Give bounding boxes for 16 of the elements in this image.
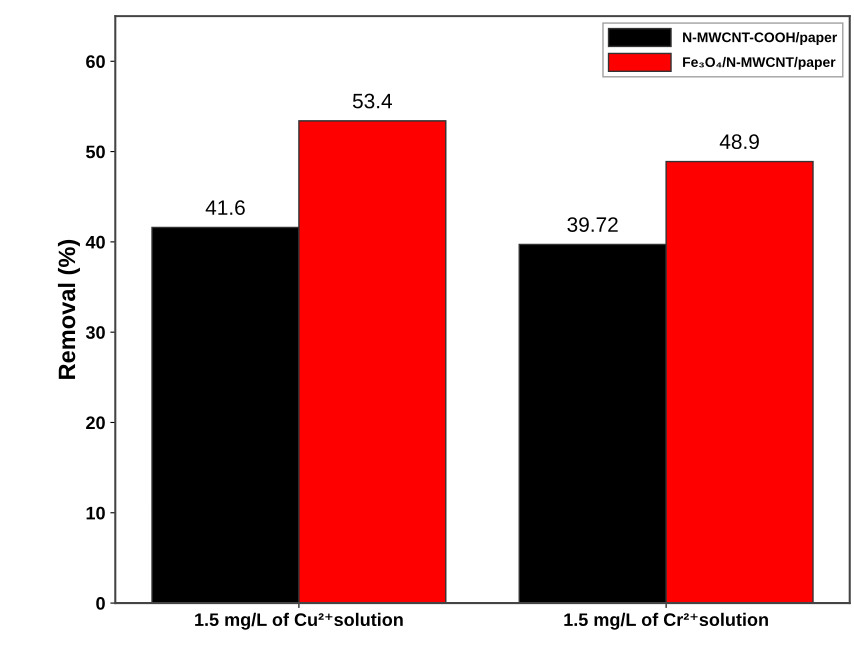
y-tick-label: 20 bbox=[86, 416, 105, 430]
x-tick-label: 1.5 mg/L of Cu²⁺solution bbox=[195, 612, 403, 630]
y-tick-label: 40 bbox=[86, 236, 105, 249]
data-label: 48.9 bbox=[720, 134, 759, 150]
legend-label: N-MWCNT-COOH/paper bbox=[683, 32, 838, 45]
y-tick-label: 50 bbox=[86, 146, 105, 158]
y-tick-label: 10 bbox=[86, 506, 105, 520]
x-tick-label: 1.5 mg/L of Cr²⁺solution bbox=[564, 612, 768, 630]
y-tick-label: 60 bbox=[86, 55, 105, 68]
y-tick-label: 0 bbox=[96, 597, 105, 610]
data-label: 41.6 bbox=[206, 200, 245, 215]
data-label: 39.72 bbox=[567, 217, 618, 232]
legend-label: Fe₃O₄/N-MWCNT/paper bbox=[683, 56, 836, 70]
data-label: 53.4 bbox=[352, 94, 392, 108]
y-tick-label: 30 bbox=[86, 326, 105, 339]
y-axis-title: Removal (%) bbox=[58, 240, 80, 379]
